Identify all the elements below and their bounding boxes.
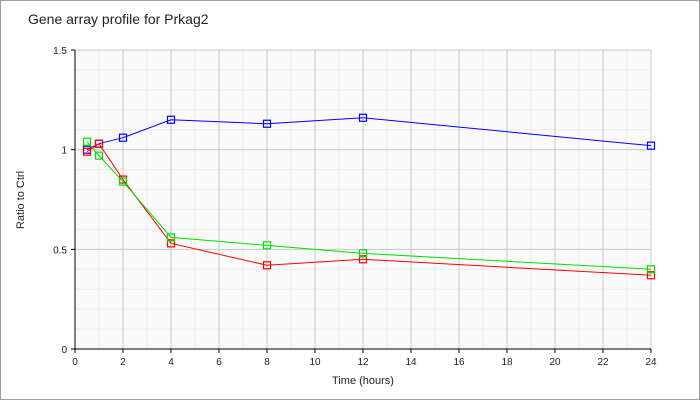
- data-point-green: [94, 151, 104, 160]
- data-point-red: [166, 239, 176, 248]
- x-tick-label: 10: [309, 357, 321, 368]
- data-point-red: [262, 261, 272, 270]
- data-point-green: [166, 233, 176, 242]
- data-point-green: [358, 249, 368, 258]
- data-point-green: [82, 137, 92, 146]
- x-tick-label: 2: [120, 357, 126, 368]
- series-line-green: [86, 141, 652, 270]
- y-tick-label: 1.5: [53, 46, 67, 57]
- data-point-blue: [262, 119, 272, 128]
- y-tick-label: 1: [61, 146, 67, 157]
- data-point-red: [646, 271, 656, 280]
- x-tick-label: 16: [453, 357, 465, 368]
- data-point-red: [358, 255, 368, 264]
- chart-title: Gene array profile for Prkag2: [28, 11, 209, 27]
- data-point-blue: [646, 141, 656, 150]
- data-point-red: [82, 147, 92, 156]
- x-tick-label: 4: [168, 357, 174, 368]
- y-tick-label: 0.5: [53, 245, 67, 256]
- y-axis-label: Ratio to Ctrl: [15, 171, 27, 229]
- series-line-red: [86, 142, 652, 276]
- data-point-blue: [358, 113, 368, 122]
- data-point-blue: [166, 115, 176, 124]
- x-tick-label: 0: [72, 357, 78, 368]
- x-tick-label: 8: [264, 357, 270, 368]
- x-tick-label: 22: [597, 357, 609, 368]
- data-point-red: [94, 139, 104, 148]
- data-point-blue: [118, 133, 128, 142]
- x-tick-label: 6: [216, 357, 222, 368]
- x-tick-label: 18: [501, 357, 513, 368]
- x-axis-label: Time (hours): [332, 375, 394, 387]
- x-tick-label: 12: [357, 357, 369, 368]
- x-tick-label: 24: [645, 357, 657, 368]
- data-point-green: [118, 177, 128, 186]
- x-tick-label: 20: [549, 357, 561, 368]
- data-point-green: [262, 241, 272, 250]
- y-tick-label: 0: [61, 345, 67, 356]
- x-tick-label: 14: [405, 357, 417, 368]
- data-point-green: [646, 265, 656, 274]
